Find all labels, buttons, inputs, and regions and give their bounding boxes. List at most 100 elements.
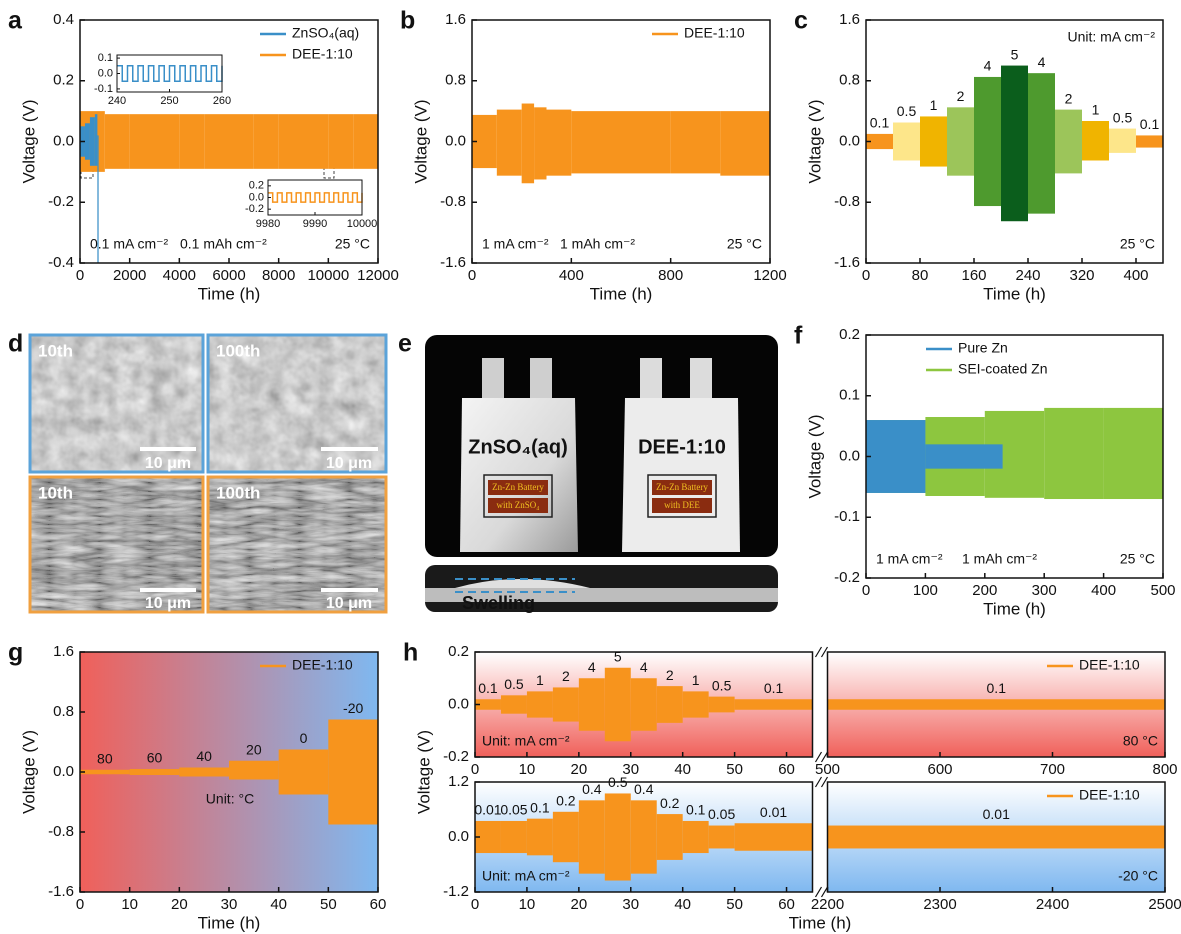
y-tick-label: 0.8 [445, 72, 466, 89]
annotation: 1 mA cm⁻² [482, 236, 549, 252]
voltage-band [129, 114, 155, 169]
current-label: 0.4 [634, 781, 654, 797]
x-tick-label: 30 [221, 896, 238, 913]
legend-label: ZnSO₄(aq) [292, 25, 359, 41]
inset-x-tick-label: 9980 [256, 218, 280, 230]
x-tick-label: 60 [778, 896, 795, 913]
x-axis-label: Time (h) [983, 284, 1046, 303]
voltage-band [734, 699, 813, 710]
y-tick-label: 0.8 [53, 703, 74, 720]
y-tick-label: 0.1 [839, 387, 860, 404]
y-tick-label: 0.0 [839, 132, 860, 149]
voltage-band [84, 123, 90, 160]
x-tick-label: 320 [1069, 267, 1094, 284]
current-label: 40 [196, 748, 212, 764]
inset-x-tick-label: 260 [213, 95, 231, 107]
y-tick-label: 0.0 [448, 695, 469, 712]
x-tick-label: 400 [1091, 582, 1116, 599]
x-tick-label: 6000 [212, 267, 245, 284]
x-tick-label: 10 [121, 896, 138, 913]
current-label: 0.4 [582, 781, 602, 797]
voltage-band [708, 696, 735, 713]
inset-wave [268, 192, 363, 203]
axis-break [814, 646, 829, 763]
voltage-band [578, 800, 605, 874]
y-tick-label: -0.1 [834, 508, 860, 525]
voltage-band [1082, 120, 1109, 161]
voltage-band [353, 114, 378, 169]
sem-border [28, 333, 205, 474]
x-tick-label: 20 [171, 896, 188, 913]
annotation: Unit: mA cm⁻² [482, 733, 570, 749]
tab [482, 358, 504, 398]
x-tick-label: 0 [76, 896, 84, 913]
x-tick-label: 500 [815, 761, 840, 778]
y-tick-label: 0.0 [53, 763, 74, 780]
voltage-band [303, 114, 329, 169]
x-tick-label: 2000 [113, 267, 146, 284]
y-tick-label: -0.2 [48, 193, 74, 210]
current-label: 20 [246, 741, 262, 757]
y-tick-label: -1.2 [443, 883, 469, 900]
scale-label: 10 μm [326, 595, 372, 612]
x-tick-label: 0 [471, 761, 479, 778]
voltage-band [500, 820, 527, 854]
y-tick-label: 1.6 [445, 11, 466, 28]
current-label: 0.1 [1140, 116, 1160, 132]
voltage-band [630, 678, 657, 731]
voltage-band [229, 760, 279, 780]
voltage-band [129, 769, 180, 775]
y-tick-label: -1.6 [440, 254, 466, 271]
voltage-band [893, 122, 920, 161]
sem-border [28, 475, 205, 614]
x-tick-label: 400 [559, 267, 584, 284]
annotation: 0.1 mA cm⁻² [90, 236, 169, 252]
plot-frame [826, 781, 1166, 893]
x-tick-label: 700 [1040, 761, 1065, 778]
y-tick-label: 1.2 [448, 773, 469, 790]
x-tick-label: 50 [726, 761, 743, 778]
x-tick-label: 50 [320, 896, 337, 913]
x-tick-label: 60 [370, 896, 387, 913]
annotation: 1 mAh cm⁻² [962, 551, 1037, 567]
x-tick-label: 40 [674, 896, 691, 913]
panel-label: h [403, 639, 418, 667]
voltage-band [682, 691, 709, 718]
x-tick-label: 500 [1150, 582, 1175, 599]
annotation: 1 mAh cm⁻² [560, 236, 635, 252]
x-tick-label: 30 [622, 896, 639, 913]
x-tick-label: 2200 [811, 896, 844, 913]
card-text: Zn-Zn Battery [492, 482, 544, 492]
sem-border [206, 333, 388, 474]
y-axis-label: Voltage (V) [19, 730, 38, 814]
current-label: 1 [1092, 102, 1100, 118]
current-label: 4 [588, 659, 596, 675]
annotation: Unit: mA cm⁻² [1067, 29, 1155, 45]
voltage-band [656, 814, 683, 860]
x-tick-label: 0 [76, 267, 84, 284]
current-label: 0.5 [504, 676, 524, 692]
voltage-band [1055, 109, 1082, 174]
cycle-label: 10th [38, 341, 73, 360]
x-tick-label: 40 [674, 761, 691, 778]
voltage-band [866, 133, 893, 150]
inset-x-tick-label: 9990 [303, 218, 327, 230]
y-tick-label: 0.8 [839, 72, 860, 89]
legend-label: DEE-1:10 [292, 46, 353, 62]
scale-label: 10 μm [145, 455, 191, 472]
x-tick-label: 12000 [357, 267, 399, 284]
pouch-label: ZnSO₄(aq) [468, 436, 568, 458]
x-tick-label: 40 [270, 896, 287, 913]
voltage-band [154, 114, 180, 169]
swelling-bulge [455, 579, 590, 588]
voltage-band [866, 420, 926, 493]
current-label: 1 [536, 672, 544, 688]
y-tick-label: 0.2 [448, 643, 469, 660]
card-frame [647, 474, 717, 518]
y-tick-label: 0.2 [839, 326, 860, 343]
inset-y-tick-label: -0.2 [245, 203, 264, 215]
x-tick-label: 8000 [262, 267, 295, 284]
voltage-band [89, 117, 95, 166]
legend-label: DEE-1:10 [1079, 657, 1140, 673]
inset-x-tick-label: 240 [108, 95, 126, 107]
